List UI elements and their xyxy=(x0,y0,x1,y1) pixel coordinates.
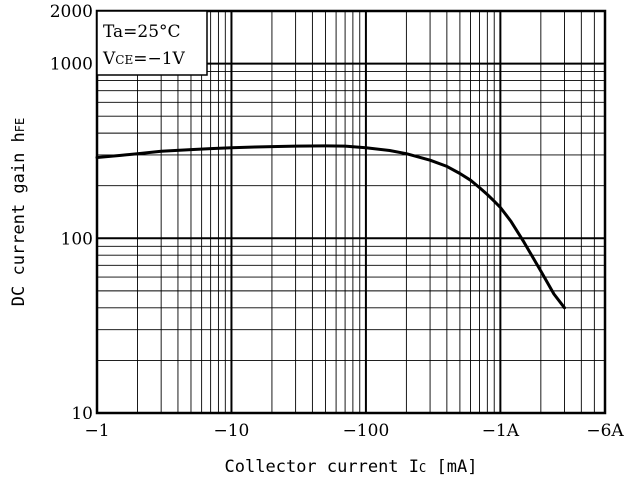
x-axis-label: Collector current IC [mA] xyxy=(225,457,478,477)
x-axis-label-unit: [mA] xyxy=(426,457,477,477)
y-axis-label: DC current gain hFE xyxy=(9,118,29,306)
condition-box-frame xyxy=(96,10,208,76)
x-tick-label-1: −10 xyxy=(214,421,250,441)
y-tick-label-0: 10 xyxy=(71,404,93,424)
x-axis-label-main: Collector current I xyxy=(225,457,419,477)
x-tick-labels: −1 −10 −100 −1A −6A xyxy=(84,421,624,441)
vce-label: VCE=−1V xyxy=(102,49,186,69)
grid xyxy=(96,10,606,414)
ambient-temperature-label: Ta=25°C xyxy=(103,22,181,42)
x-axis-label-sub: C xyxy=(419,461,426,475)
vce-sub: CE xyxy=(115,53,133,67)
x-tick-label-3: −1A xyxy=(482,421,520,441)
y-tick-label-2: 1000 xyxy=(50,55,93,75)
vce-main: V xyxy=(102,49,116,69)
y-tick-label-1: 100 xyxy=(61,229,93,249)
vce-value: =−1V xyxy=(133,49,185,69)
y-axis-label-sub: FE xyxy=(13,118,27,132)
x-tick-label-4: −6A xyxy=(586,421,624,441)
x-tick-label-0: −1 xyxy=(84,421,109,441)
plot-frame xyxy=(95,9,607,415)
series-line-0 xyxy=(95,144,566,310)
y-tick-labels: 10 100 1000 2000 xyxy=(50,2,93,424)
series-group xyxy=(95,144,566,310)
y-axis-label-main: DC current gain h xyxy=(9,132,29,306)
x-tick-label-2: −100 xyxy=(343,421,390,441)
condition-box: Ta=25°C VCE=−1V xyxy=(96,10,208,76)
y-tick-label-3: 2000 xyxy=(50,2,93,22)
